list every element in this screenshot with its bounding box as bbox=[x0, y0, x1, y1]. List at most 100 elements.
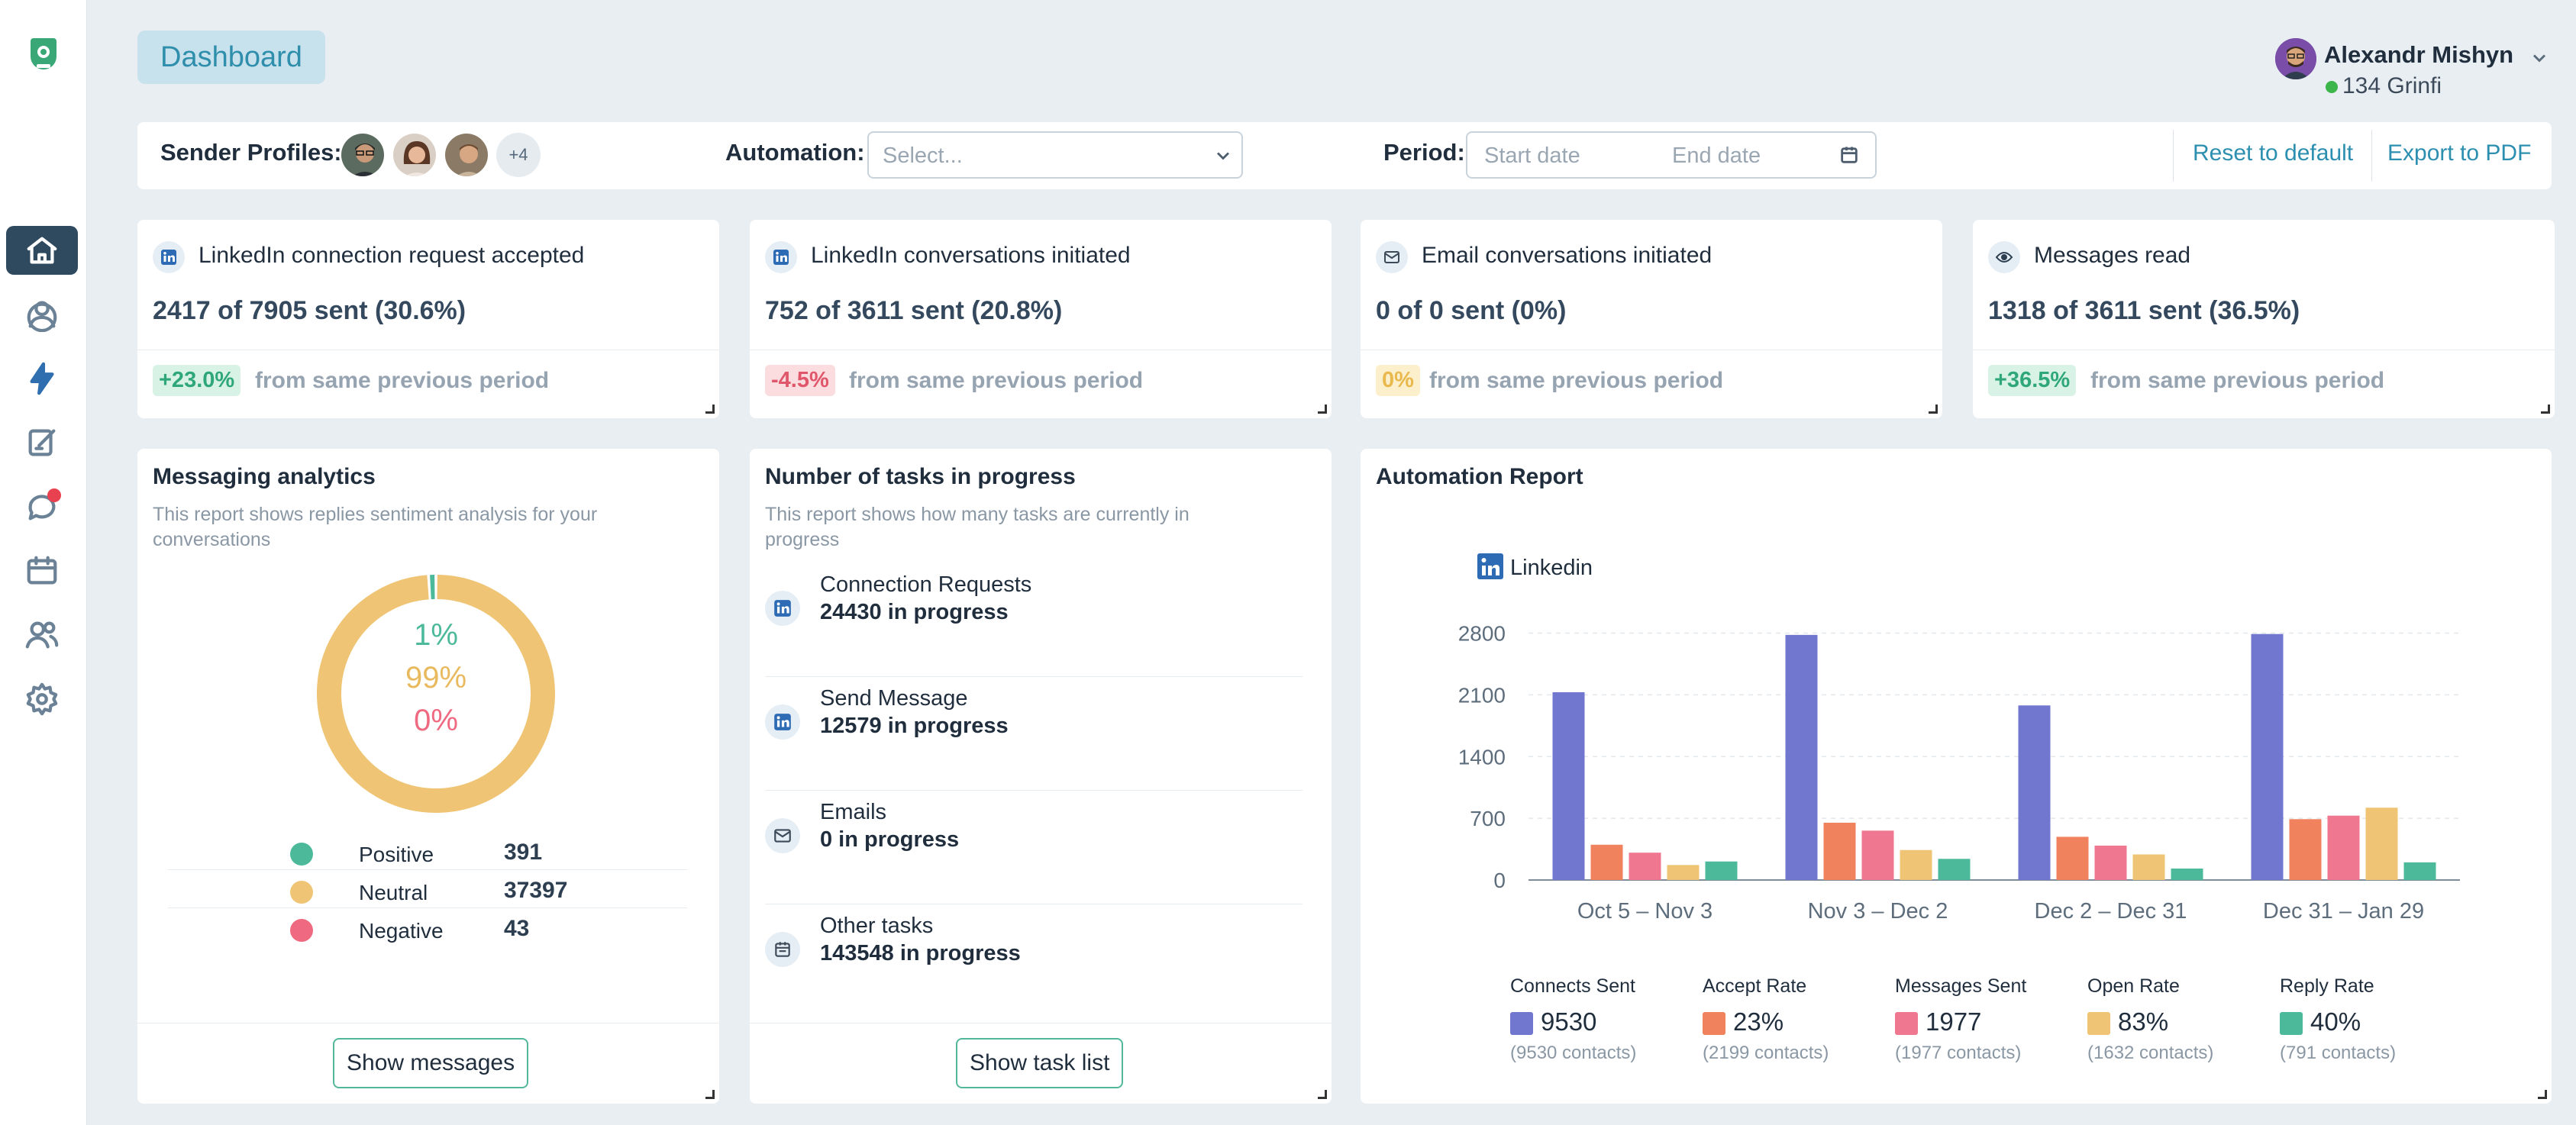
bar-connects-sent[interactable] bbox=[1552, 691, 1585, 880]
show-messages-button[interactable]: Show messages bbox=[333, 1038, 529, 1088]
export-to-pdf-link[interactable]: Export to PDF bbox=[2387, 140, 2532, 166]
bar-open-rate[interactable] bbox=[2132, 854, 2165, 881]
legend-name: Connects Sent bbox=[1510, 975, 1635, 997]
bar-open-rate[interactable] bbox=[1667, 865, 1700, 880]
bar-open-rate[interactable] bbox=[2365, 807, 2398, 880]
linkedin-icon bbox=[765, 591, 800, 626]
automation-select[interactable]: Select... bbox=[867, 131, 1243, 179]
show-task-list-button[interactable]: Show task list bbox=[956, 1038, 1124, 1088]
sender-profile-avatar[interactable] bbox=[443, 131, 490, 179]
stat-delta-caption: from same previous period bbox=[849, 368, 1144, 393]
user-credits: 134 Grinfi bbox=[2342, 73, 2442, 98]
legend-value: 9530 bbox=[1541, 1007, 1597, 1036]
bar-messages-sent[interactable] bbox=[1629, 853, 1661, 880]
legend-name: Reply Rate bbox=[2280, 975, 2374, 997]
legend-swatch bbox=[1703, 1012, 1725, 1035]
nav-templates[interactable] bbox=[6, 418, 78, 467]
legend-row-neutral: Neutral 37397 bbox=[168, 870, 687, 908]
resize-handle[interactable] bbox=[1318, 405, 1327, 414]
home-icon bbox=[27, 237, 57, 264]
bar-reply-rate[interactable] bbox=[2171, 868, 2203, 880]
online-status-dot bbox=[2326, 81, 2338, 93]
nav-dashboard[interactable] bbox=[6, 226, 78, 275]
nav-team[interactable] bbox=[6, 611, 78, 659]
task-row[interactable]: Other tasks 143548 in progress bbox=[765, 904, 1303, 1018]
stat-delta-badge: 0% bbox=[1376, 365, 1420, 396]
bar-accept-rate[interactable] bbox=[2056, 836, 2089, 880]
card-title: Automation Report bbox=[1376, 464, 1583, 489]
bar-accept-rate[interactable] bbox=[2289, 819, 2322, 880]
reset-to-default-link[interactable]: Reset to default bbox=[2193, 140, 2354, 166]
bar-messages-sent[interactable] bbox=[2094, 845, 2127, 880]
nav-settings[interactable] bbox=[6, 675, 78, 724]
resize-handle[interactable] bbox=[705, 1090, 715, 1099]
end-date-input[interactable]: End date bbox=[1672, 143, 1761, 168]
stat-value: 752 of 3611 sent (20.8%) bbox=[765, 296, 1063, 325]
resize-handle[interactable] bbox=[2538, 1090, 2547, 1099]
tasks-in-progress-card: Number of tasks in progress This report … bbox=[750, 449, 1332, 1104]
stat-card-connection-accepted: LinkedIn connection request accepted 241… bbox=[137, 220, 719, 418]
bar-open-rate[interactable] bbox=[1900, 849, 1932, 880]
more-profiles-badge[interactable]: +4 bbox=[496, 133, 541, 177]
y-tick-label: 2100 bbox=[1458, 683, 1506, 707]
task-row[interactable]: Emails 0 in progress bbox=[765, 791, 1303, 904]
users-circle-icon bbox=[27, 301, 57, 332]
linkedin-icon bbox=[153, 241, 185, 273]
legend-value: 1977 bbox=[1926, 1007, 1982, 1036]
resize-handle[interactable] bbox=[1318, 1090, 1327, 1099]
legend-contacts: (9530 contacts) bbox=[1510, 1043, 1637, 1063]
positive-percent: 1% bbox=[414, 618, 458, 652]
task-row[interactable]: Connection Requests 24430 in progress bbox=[765, 563, 1303, 677]
eye-icon bbox=[1988, 241, 2020, 273]
bar-connects-sent[interactable] bbox=[2251, 633, 2284, 880]
chevron-down-icon[interactable] bbox=[2529, 47, 2550, 69]
nav-automations[interactable] bbox=[6, 354, 78, 403]
sidebar bbox=[0, 0, 87, 1125]
task-count: 12579 in progress bbox=[820, 714, 1009, 738]
page-title: Dashboard bbox=[137, 31, 325, 84]
stat-value: 2417 of 7905 sent (30.6%) bbox=[153, 296, 466, 325]
legend-swatch bbox=[1895, 1012, 1918, 1035]
nav-inbox[interactable] bbox=[6, 482, 78, 531]
user-menu[interactable]: Alexandr Mishyn 134 Grinfi bbox=[2275, 38, 2550, 102]
chart-legend-connects-sent: Connects Sent 9530 (9530 contacts) bbox=[1510, 975, 1693, 1075]
resize-handle[interactable] bbox=[2541, 405, 2550, 414]
linkedin-icon bbox=[765, 704, 800, 740]
legend-value: 40% bbox=[2310, 1007, 2361, 1036]
resize-handle[interactable] bbox=[1929, 405, 1938, 414]
calendar-icon[interactable] bbox=[1838, 144, 1860, 166]
legend-row-positive: Positive 391 bbox=[168, 832, 687, 870]
sender-profile-avatar[interactable] bbox=[339, 131, 386, 179]
nav-calendar[interactable] bbox=[6, 546, 78, 595]
stat-title: Messages read bbox=[2034, 243, 2191, 268]
bar-messages-sent[interactable] bbox=[2327, 815, 2360, 880]
legend-swatch bbox=[2280, 1012, 2303, 1035]
divider bbox=[168, 907, 687, 908]
stat-card-email-conversations: Email conversations initiated 0 of 0 sen… bbox=[1361, 220, 1942, 418]
lightning-icon bbox=[30, 362, 54, 395]
period-date-range[interactable]: Start date End date bbox=[1466, 131, 1877, 179]
bar-accept-rate[interactable] bbox=[1823, 822, 1856, 880]
bar-messages-sent[interactable] bbox=[1861, 830, 1894, 880]
sender-profile-avatar[interactable] bbox=[391, 131, 438, 179]
x-tick-label: Oct 5 – Nov 3 bbox=[1577, 899, 1712, 924]
legend-swatch bbox=[2087, 1012, 2110, 1035]
resize-handle[interactable] bbox=[705, 405, 715, 414]
messaging-analytics-card: Messaging analytics This report shows re… bbox=[137, 449, 719, 1104]
bar-reply-rate[interactable] bbox=[1938, 859, 1971, 880]
legend-value: 43 bbox=[504, 916, 530, 941]
legend-value: 37397 bbox=[504, 878, 568, 903]
legend-contacts: (2199 contacts) bbox=[1703, 1043, 1829, 1063]
bar-connects-sent[interactable] bbox=[2018, 705, 2051, 880]
bar-accept-rate[interactable] bbox=[1590, 844, 1623, 880]
positive-dot bbox=[290, 843, 313, 866]
bar-connects-sent[interactable] bbox=[1785, 634, 1818, 880]
stat-card-messages-read: Messages read 1318 of 3611 sent (36.5%) … bbox=[1973, 220, 2555, 418]
start-date-input[interactable]: Start date bbox=[1484, 143, 1580, 168]
task-row[interactable]: Send Message 12579 in progress bbox=[765, 677, 1303, 791]
stat-delta-caption: from same previous period bbox=[255, 368, 550, 393]
grinfi-logo-icon[interactable] bbox=[27, 35, 60, 75]
nav-accounts[interactable] bbox=[6, 290, 78, 339]
bar-reply-rate[interactable] bbox=[1705, 861, 1738, 880]
bar-reply-rate[interactable] bbox=[2403, 862, 2436, 880]
